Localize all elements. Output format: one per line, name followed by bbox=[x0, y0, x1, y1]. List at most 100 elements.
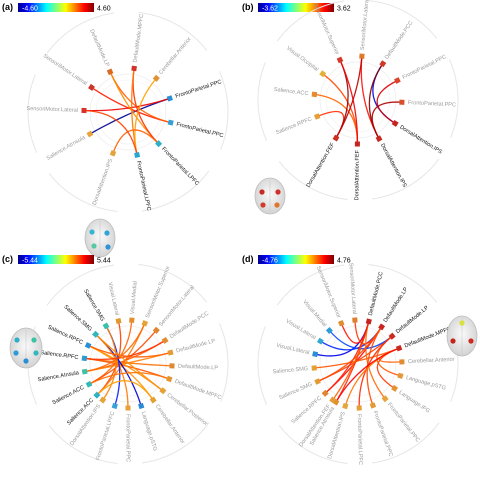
node-marker bbox=[311, 365, 317, 371]
panel-label: (a) bbox=[2, 2, 13, 12]
brain-roi-dot bbox=[89, 229, 95, 235]
node-marker bbox=[311, 91, 318, 98]
colorbar: -4.60 4.60 bbox=[18, 3, 111, 13]
node-marker bbox=[169, 363, 175, 369]
node-label: Salience.RPFC bbox=[47, 324, 84, 346]
connection-edge bbox=[95, 333, 164, 392]
chord-diagram: Salience.RPFC Salience.ACC Visual.Occipita… bbox=[254, 0, 459, 215]
node-label: DefaultMode.MPFC bbox=[404, 326, 452, 349]
inner-ring bbox=[325, 67, 391, 133]
node-label: DefaultMode.LP bbox=[383, 286, 410, 323]
node-marker bbox=[391, 119, 399, 127]
outer-ring-segment bbox=[276, 264, 345, 306]
node-marker bbox=[86, 130, 94, 138]
node-label: Language.IFG bbox=[398, 390, 431, 415]
colorbar: -3.62 3.62 bbox=[258, 3, 351, 13]
node-marker bbox=[102, 322, 110, 330]
connection-edge bbox=[316, 110, 345, 139]
brain-roi-dot bbox=[260, 202, 266, 208]
node-label: FrontoParietal.PPC bbox=[372, 410, 394, 457]
node-label: SensoriMotor.Superior bbox=[315, 265, 342, 319]
outer-ring-segment bbox=[218, 323, 229, 402]
node-marker bbox=[352, 317, 358, 323]
colorbar-max-label: 3.62 bbox=[337, 6, 351, 13]
node-label: DefaultMode.PCC bbox=[368, 271, 385, 316]
colorbar-max-label: 4.60 bbox=[97, 6, 111, 13]
node-label: DefaultMode.LP bbox=[176, 338, 217, 354]
connection-edge bbox=[332, 321, 370, 401]
outer-ring-segment bbox=[278, 425, 348, 464]
node-marker bbox=[321, 389, 329, 397]
colorbar: -5.44 5.44 bbox=[18, 255, 111, 265]
connection-edge bbox=[83, 109, 138, 156]
node-label: Cerebellar.Anterior bbox=[154, 404, 186, 446]
node-marker bbox=[399, 359, 405, 365]
colorbar-gradient bbox=[258, 3, 334, 12]
node-label: Visual.Medial bbox=[130, 281, 139, 315]
node-label: FrontoParietal.PPC bbox=[402, 54, 448, 81]
node-label: DefaultMode.LP bbox=[88, 29, 110, 68]
connection-edge bbox=[371, 101, 402, 140]
outer-ring-segment bbox=[276, 0, 345, 42]
node-label: Salience.SMG bbox=[82, 288, 105, 322]
node-marker bbox=[166, 375, 173, 383]
nodes: Salience.AtrnsulaSalience.RPFCSalience.S… bbox=[272, 262, 454, 465]
node-label: FrontoParietal.LPFC bbox=[135, 160, 151, 211]
edges bbox=[83, 68, 171, 156]
brain-roi-dot bbox=[33, 350, 39, 356]
node-marker bbox=[319, 70, 327, 78]
node-marker bbox=[111, 402, 118, 410]
node-marker bbox=[359, 53, 365, 59]
node-label: FrontoParietal.PPC bbox=[386, 402, 420, 444]
connection-edge bbox=[88, 371, 170, 385]
node-marker bbox=[152, 74, 160, 82]
outer-ring-segment bbox=[257, 62, 268, 141]
node-marker bbox=[166, 95, 173, 102]
node-label: FrontoParietal.LPFC bbox=[160, 146, 200, 187]
node-marker bbox=[312, 351, 319, 358]
brain-roi-dot bbox=[14, 337, 20, 343]
node-label: DefaultMode.PCC bbox=[384, 20, 414, 61]
chord-diagram: Salience.Atrnsula SensoriMotor.Lateral Sen… bbox=[26, 12, 229, 258]
node-marker bbox=[138, 402, 145, 410]
brain-roi-dot bbox=[104, 230, 110, 236]
connection-edge bbox=[89, 97, 171, 135]
connection-edge bbox=[376, 79, 398, 124]
node-marker bbox=[395, 344, 403, 352]
node-marker bbox=[313, 113, 321, 120]
node-label: Visual.Lateral bbox=[285, 318, 317, 341]
node-marker bbox=[149, 396, 157, 404]
brain-roi-dot bbox=[275, 189, 281, 195]
outer-ring-segment bbox=[448, 59, 459, 138]
brain-roi-dot bbox=[468, 338, 474, 344]
inner-ring bbox=[325, 331, 391, 397]
connection-edge bbox=[96, 380, 154, 401]
node-marker bbox=[375, 135, 383, 143]
node-label: FrontoParietal.PPC bbox=[176, 122, 224, 139]
node-label: Salience.SMG bbox=[278, 382, 313, 402]
connection-edge bbox=[339, 59, 359, 145]
node-label: FrontoParietal.LPFC bbox=[95, 411, 116, 461]
brain-roi-dot bbox=[450, 338, 456, 344]
node-marker bbox=[81, 355, 88, 362]
node-marker bbox=[399, 99, 405, 105]
connection-edge bbox=[87, 344, 171, 358]
node-marker bbox=[125, 405, 131, 411]
inner-ring bbox=[319, 325, 397, 403]
node-label: DorsalAttention.IPS bbox=[398, 124, 443, 155]
node-marker bbox=[106, 68, 114, 76]
node-label: Salience.RPFC bbox=[275, 116, 313, 136]
node-label: SensoriMotor.Lateral bbox=[26, 106, 78, 114]
connection-edge bbox=[109, 71, 171, 124]
edges bbox=[314, 320, 402, 409]
outer-ring-segment bbox=[138, 12, 208, 51]
node-label: FrontoParietal.PPC bbox=[408, 100, 456, 108]
node-marker bbox=[336, 56, 344, 64]
connection-edge bbox=[335, 56, 363, 139]
brain-thumbnail bbox=[84, 218, 116, 258]
node-label: Salience.ACC bbox=[273, 87, 308, 97]
node-marker bbox=[141, 320, 149, 327]
connection-edge bbox=[112, 129, 160, 154]
node-marker bbox=[92, 330, 100, 338]
